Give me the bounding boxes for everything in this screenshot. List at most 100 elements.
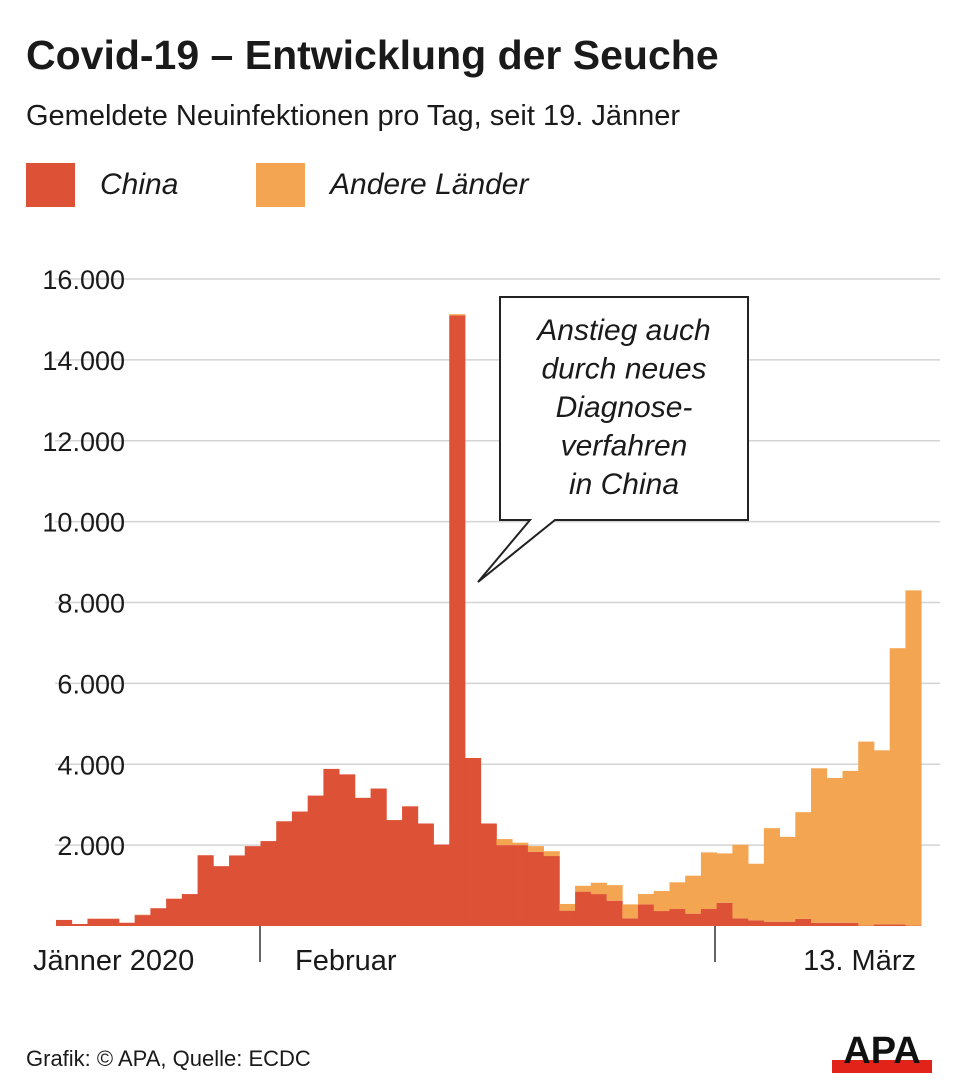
bar-other-countries	[873, 750, 891, 925]
x-tick-label: Februar	[295, 945, 397, 977]
bar-china	[307, 795, 324, 926]
bar-china	[527, 851, 545, 926]
bar-other-countries	[763, 828, 780, 922]
bar-china	[103, 918, 120, 926]
legend-item-other: Andere Länder	[256, 163, 529, 207]
bar-china	[779, 921, 796, 926]
bar-other-countries	[638, 894, 655, 905]
bar-china	[134, 915, 151, 926]
bar-china	[386, 820, 403, 926]
source-credit: Grafik: © APA, Quelle: ECDC	[26, 1046, 311, 1071]
annotation-text: durch neues	[541, 353, 706, 386]
bar-china	[590, 894, 607, 926]
bar-china	[276, 821, 293, 926]
bar-other-countries	[622, 904, 639, 919]
bar-china	[716, 902, 733, 926]
bar-china	[339, 774, 356, 926]
bar-other-countries	[795, 812, 812, 919]
bar-china	[433, 844, 450, 926]
bar-other-countries	[512, 842, 529, 846]
bar-other-countries	[826, 777, 843, 923]
bar-other-countries	[559, 903, 576, 911]
bar-china	[842, 922, 859, 926]
bar-china	[464, 757, 482, 926]
bar-china	[543, 856, 560, 926]
bar-china	[150, 908, 167, 926]
legend-item-china: China	[26, 163, 178, 207]
y-tick-label: 10.000	[42, 508, 125, 538]
bar-china	[795, 918, 812, 926]
bar-other-countries	[842, 770, 859, 923]
bar-china	[685, 913, 702, 926]
chart-title: Covid-19 – Entwicklung der Seuche	[26, 32, 719, 78]
bar-china	[638, 904, 655, 926]
bar-china	[71, 923, 88, 926]
annotation-text: in China	[569, 468, 679, 501]
y-tick-label: 14.000	[42, 346, 125, 376]
bar-china	[417, 823, 434, 926]
y-tick-label: 6.000	[57, 669, 125, 699]
y-tick-label: 16.000	[42, 265, 125, 295]
x-tick-label: Jänner 2020	[33, 945, 194, 977]
annotation-text: Anstieg auch	[535, 314, 710, 347]
bar-other-countries	[543, 851, 560, 857]
bar-china	[811, 922, 828, 926]
bar-other-countries	[606, 885, 623, 901]
bar-china	[575, 891, 592, 926]
bar-other-countries	[779, 836, 796, 922]
bar-china	[653, 911, 670, 926]
legend-label-china: China	[100, 168, 179, 201]
bar-other-countries	[653, 891, 670, 912]
bar-china	[606, 900, 623, 926]
bar-other-countries	[685, 875, 702, 914]
bar-other-countries	[496, 839, 513, 846]
legend-label-other: Andere Länder	[330, 168, 529, 201]
bar-china	[669, 909, 686, 926]
bar-china	[889, 924, 906, 926]
bar-china	[229, 855, 246, 926]
bar-china	[873, 924, 891, 926]
bar-china	[260, 841, 277, 926]
bar-china	[480, 823, 497, 926]
annotation-callout	[477, 296, 749, 583]
bar-other-countries	[669, 882, 686, 910]
bar-china	[370, 788, 387, 926]
x-tick-label: 13. März	[803, 945, 916, 977]
bar-other-countries	[700, 852, 718, 910]
bar-china	[213, 866, 230, 926]
bar-china	[700, 909, 718, 926]
bar-other-countries	[748, 863, 765, 921]
y-tick-label: 2.000	[57, 831, 125, 861]
bar-china	[56, 919, 73, 926]
bar-china	[826, 922, 843, 926]
bar-other-countries	[732, 844, 749, 919]
legend-swatch-other	[256, 163, 305, 207]
bar-china	[166, 898, 183, 926]
bar-other-countries	[889, 648, 906, 925]
bar-other-countries	[858, 741, 875, 926]
bar-china	[763, 921, 780, 926]
annotation-text: verfahren	[561, 430, 688, 463]
y-tick-label: 12.000	[42, 427, 125, 457]
bar-other-countries	[527, 846, 545, 852]
legend-swatch-china	[26, 163, 75, 207]
bar-china	[244, 846, 261, 926]
bar-china	[402, 806, 419, 926]
annotation-text: Diagnose-	[556, 391, 693, 424]
bar-china	[512, 845, 529, 926]
bar-china	[87, 918, 104, 926]
bar-china	[323, 768, 340, 926]
bar-china	[197, 855, 214, 926]
bar-china	[748, 920, 765, 926]
bar-other-countries	[575, 885, 592, 892]
bar-other-countries	[811, 768, 828, 923]
bar-china	[496, 845, 513, 926]
y-tick-label: 4.000	[57, 750, 125, 780]
bar-china	[559, 910, 576, 926]
bar-other-countries	[716, 853, 733, 903]
bar-china	[732, 918, 749, 926]
bar-china	[118, 922, 136, 926]
bar-china	[291, 811, 309, 926]
chart-subtitle: Gemeldete Neuinfektionen pro Tag, seit 1…	[26, 100, 680, 132]
bar-other-countries	[590, 882, 607, 895]
